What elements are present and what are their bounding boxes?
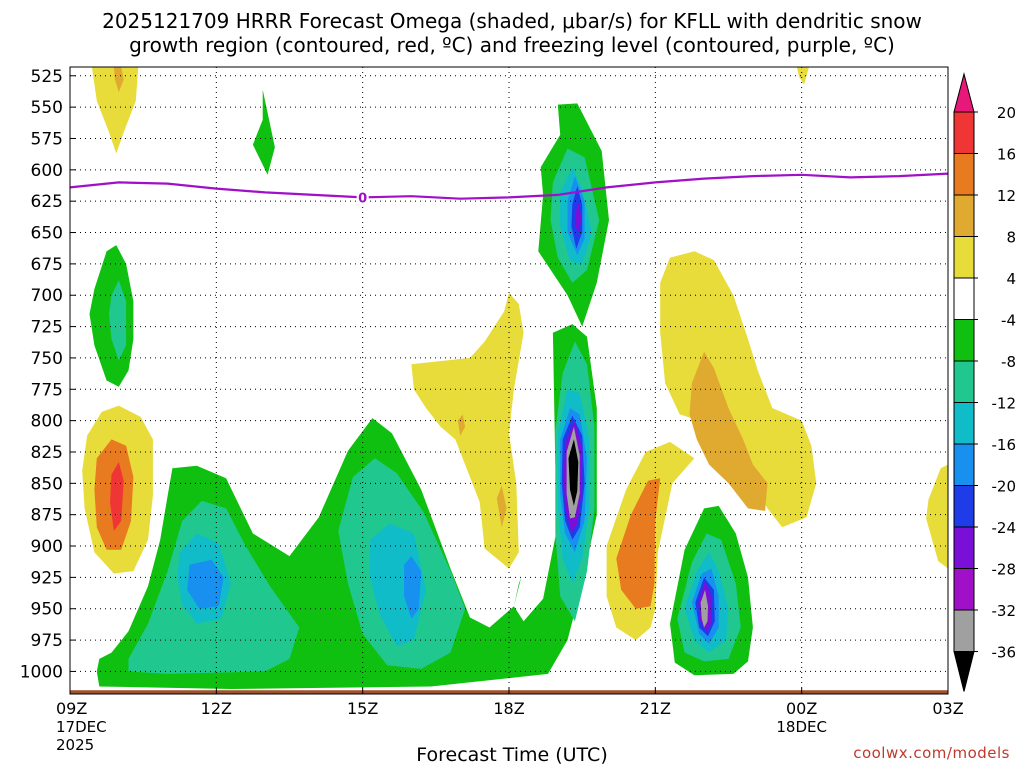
y-tick-label-525: 525: [31, 67, 63, 87]
omega-region-g17: [457, 414, 466, 436]
y-tick-label-725: 725: [31, 318, 63, 338]
y-axis: 525 550 575 600 625 650 675 700 725 750 775 800 825 8…: [20, 67, 76, 682]
colorbar-bin-2: [953, 153, 975, 196]
colorbar-label--12: -12: [992, 395, 1017, 413]
y-tick-label-800: 800: [31, 412, 63, 432]
y-tick-label-825: 825: [31, 443, 63, 463]
omega-region-g5: [109, 280, 127, 361]
freezing-level-label-bg: [356, 189, 369, 206]
x-tick-label-00Z: 00Z: [786, 699, 817, 718]
chart-title-line2: growth region (contoured, red, ºC) and f…: [129, 33, 895, 57]
omega-region-g33: [616, 478, 661, 609]
colorbar-label--4: -4: [1001, 312, 1016, 330]
colorbar-top-arrow: [953, 72, 975, 113]
omega-region-g18: [496, 485, 507, 528]
colorbar-bin-6: [953, 319, 975, 362]
colorbar-label--20: -20: [992, 478, 1017, 496]
colorbar-bin-10: [953, 485, 975, 528]
omega-shaded-regions: [82, 67, 948, 689]
credit-link[interactable]: coolwx.com/models: [853, 744, 1010, 762]
x-tick-label-21Z: 21Z: [640, 699, 671, 718]
x-tick-label-18Z: 18Z: [493, 699, 524, 718]
omega-region-g8: [110, 462, 124, 531]
y-tick-label-900: 900: [31, 537, 63, 557]
colorbar-bin-3: [953, 194, 975, 237]
colorbar-label--8: -8: [1001, 353, 1016, 371]
freezing-level-line: [69, 172, 949, 200]
y-tick-label-700: 700: [31, 286, 63, 306]
omega-region-g1: [91, 67, 139, 154]
colorbar-bin-4: [953, 236, 975, 279]
omega-region-g3: [252, 89, 275, 175]
colorbar: 20 16 12 8 4 -4 -8 -12 -16 -20 -24 -28 -32 -36: [953, 72, 1017, 692]
x-axis-title: Forecast Time (UTC): [416, 744, 608, 766]
colorbar-bin-8: [953, 402, 975, 445]
y-tick-label-675: 675: [31, 255, 63, 275]
colorbar-label-20: 20: [997, 104, 1016, 122]
colorbar-bin-13: [953, 609, 975, 652]
y-tick-label-975: 975: [31, 631, 63, 651]
colorbar-label--24: -24: [992, 519, 1017, 537]
omega-region-g16: [411, 292, 524, 569]
colorbar-label-8: 8: [1006, 229, 1016, 247]
omega-region-g44: [700, 589, 708, 628]
colorbar-label--32: -32: [992, 602, 1017, 620]
y-tick-label-1000: 1000: [20, 662, 63, 682]
x-tick-label-09Z: 09Z: [56, 699, 87, 718]
y-tick-label-775: 775: [31, 380, 63, 400]
y-tick-label-575: 575: [31, 129, 63, 149]
colorbar-bottom-arrow: [953, 651, 975, 692]
x-tick-label-12Z: 12Z: [201, 699, 232, 718]
y-tick-label-875: 875: [31, 506, 63, 526]
y-tick-label-950: 950: [31, 600, 63, 620]
chart-title-line1: 2025121709 HRRR Forecast Omega (shaded, …: [102, 9, 922, 33]
colorbar-bin-12: [953, 568, 975, 611]
y-tick-label-750: 750: [31, 349, 63, 369]
x-tick-label-15Z: 15Z: [347, 699, 378, 718]
y-tick-label-850: 850: [31, 474, 63, 494]
y-tick-label-925: 925: [31, 568, 63, 588]
omega-region-g36: [926, 464, 948, 569]
colorbar-bin-11: [953, 526, 975, 569]
colorbar-label-16: 16: [997, 146, 1016, 164]
x-tick-label-03Z: 03Z: [932, 699, 963, 718]
y-tick-label-550: 550: [31, 98, 63, 118]
y-tick-label-650: 650: [31, 224, 63, 244]
colorbar-label-4: 4: [1006, 270, 1016, 288]
omega-region-g31: [568, 439, 579, 506]
omega-region-g34: [660, 251, 817, 528]
omega-region-g2: [113, 67, 124, 93]
omega-region-g24: [574, 202, 582, 233]
colorbar-label--16: -16: [992, 436, 1017, 454]
omega-region-g37: [796, 67, 809, 85]
colorbar-bin-1: [953, 111, 975, 154]
colorbar-label--28: -28: [992, 561, 1017, 579]
freezing-level-group: 0: [69, 172, 949, 206]
omega-region-g12: [187, 559, 224, 609]
y-tick-label-625: 625: [31, 192, 63, 212]
x-tick-sublabel-17DEC: 17DEC: [56, 718, 107, 736]
x-tick-sublabel-18DEC: 18DEC: [776, 718, 827, 736]
omega-region-g15: [404, 556, 422, 619]
omega-region-g35: [689, 351, 768, 511]
x-tick-year-2025: 2025: [56, 736, 94, 754]
y-tick-label-600: 600: [31, 161, 63, 181]
colorbar-bin-9: [953, 443, 975, 486]
colorbar-label--36: -36: [992, 644, 1017, 662]
colorbar-bin-5: [953, 277, 975, 320]
colorbar-bin-7: [953, 360, 975, 403]
freezing-level-label: 0: [358, 191, 367, 206]
colorbar-label-12: 12: [997, 187, 1016, 205]
